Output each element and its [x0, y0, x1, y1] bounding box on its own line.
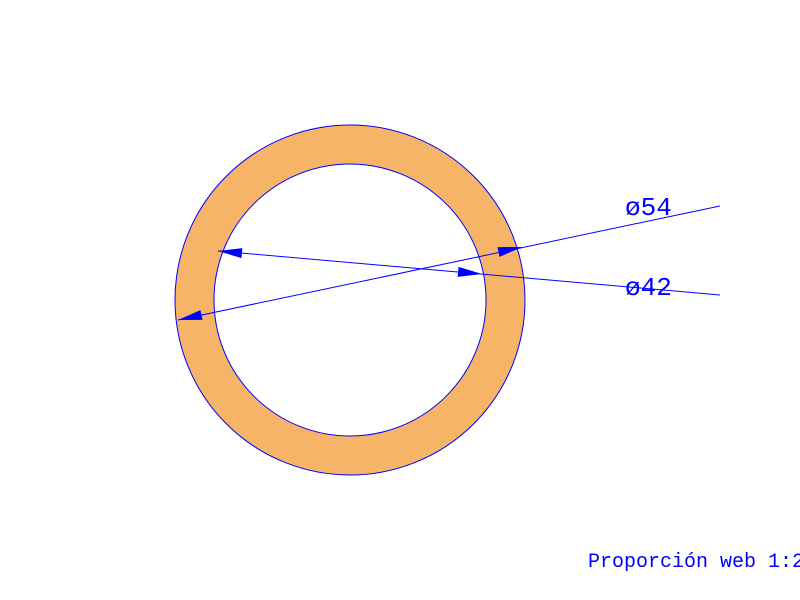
ring-shape [175, 125, 525, 475]
footer-text: Proporción web 1:2 [588, 551, 800, 574]
label-outer-diameter: ø54 [625, 193, 672, 223]
label-inner-diameter: ø42 [625, 273, 672, 303]
diagram-canvas: ø54 ø42 Proporción web 1:2 [0, 0, 800, 600]
arrow-inner-2 [458, 267, 482, 277]
